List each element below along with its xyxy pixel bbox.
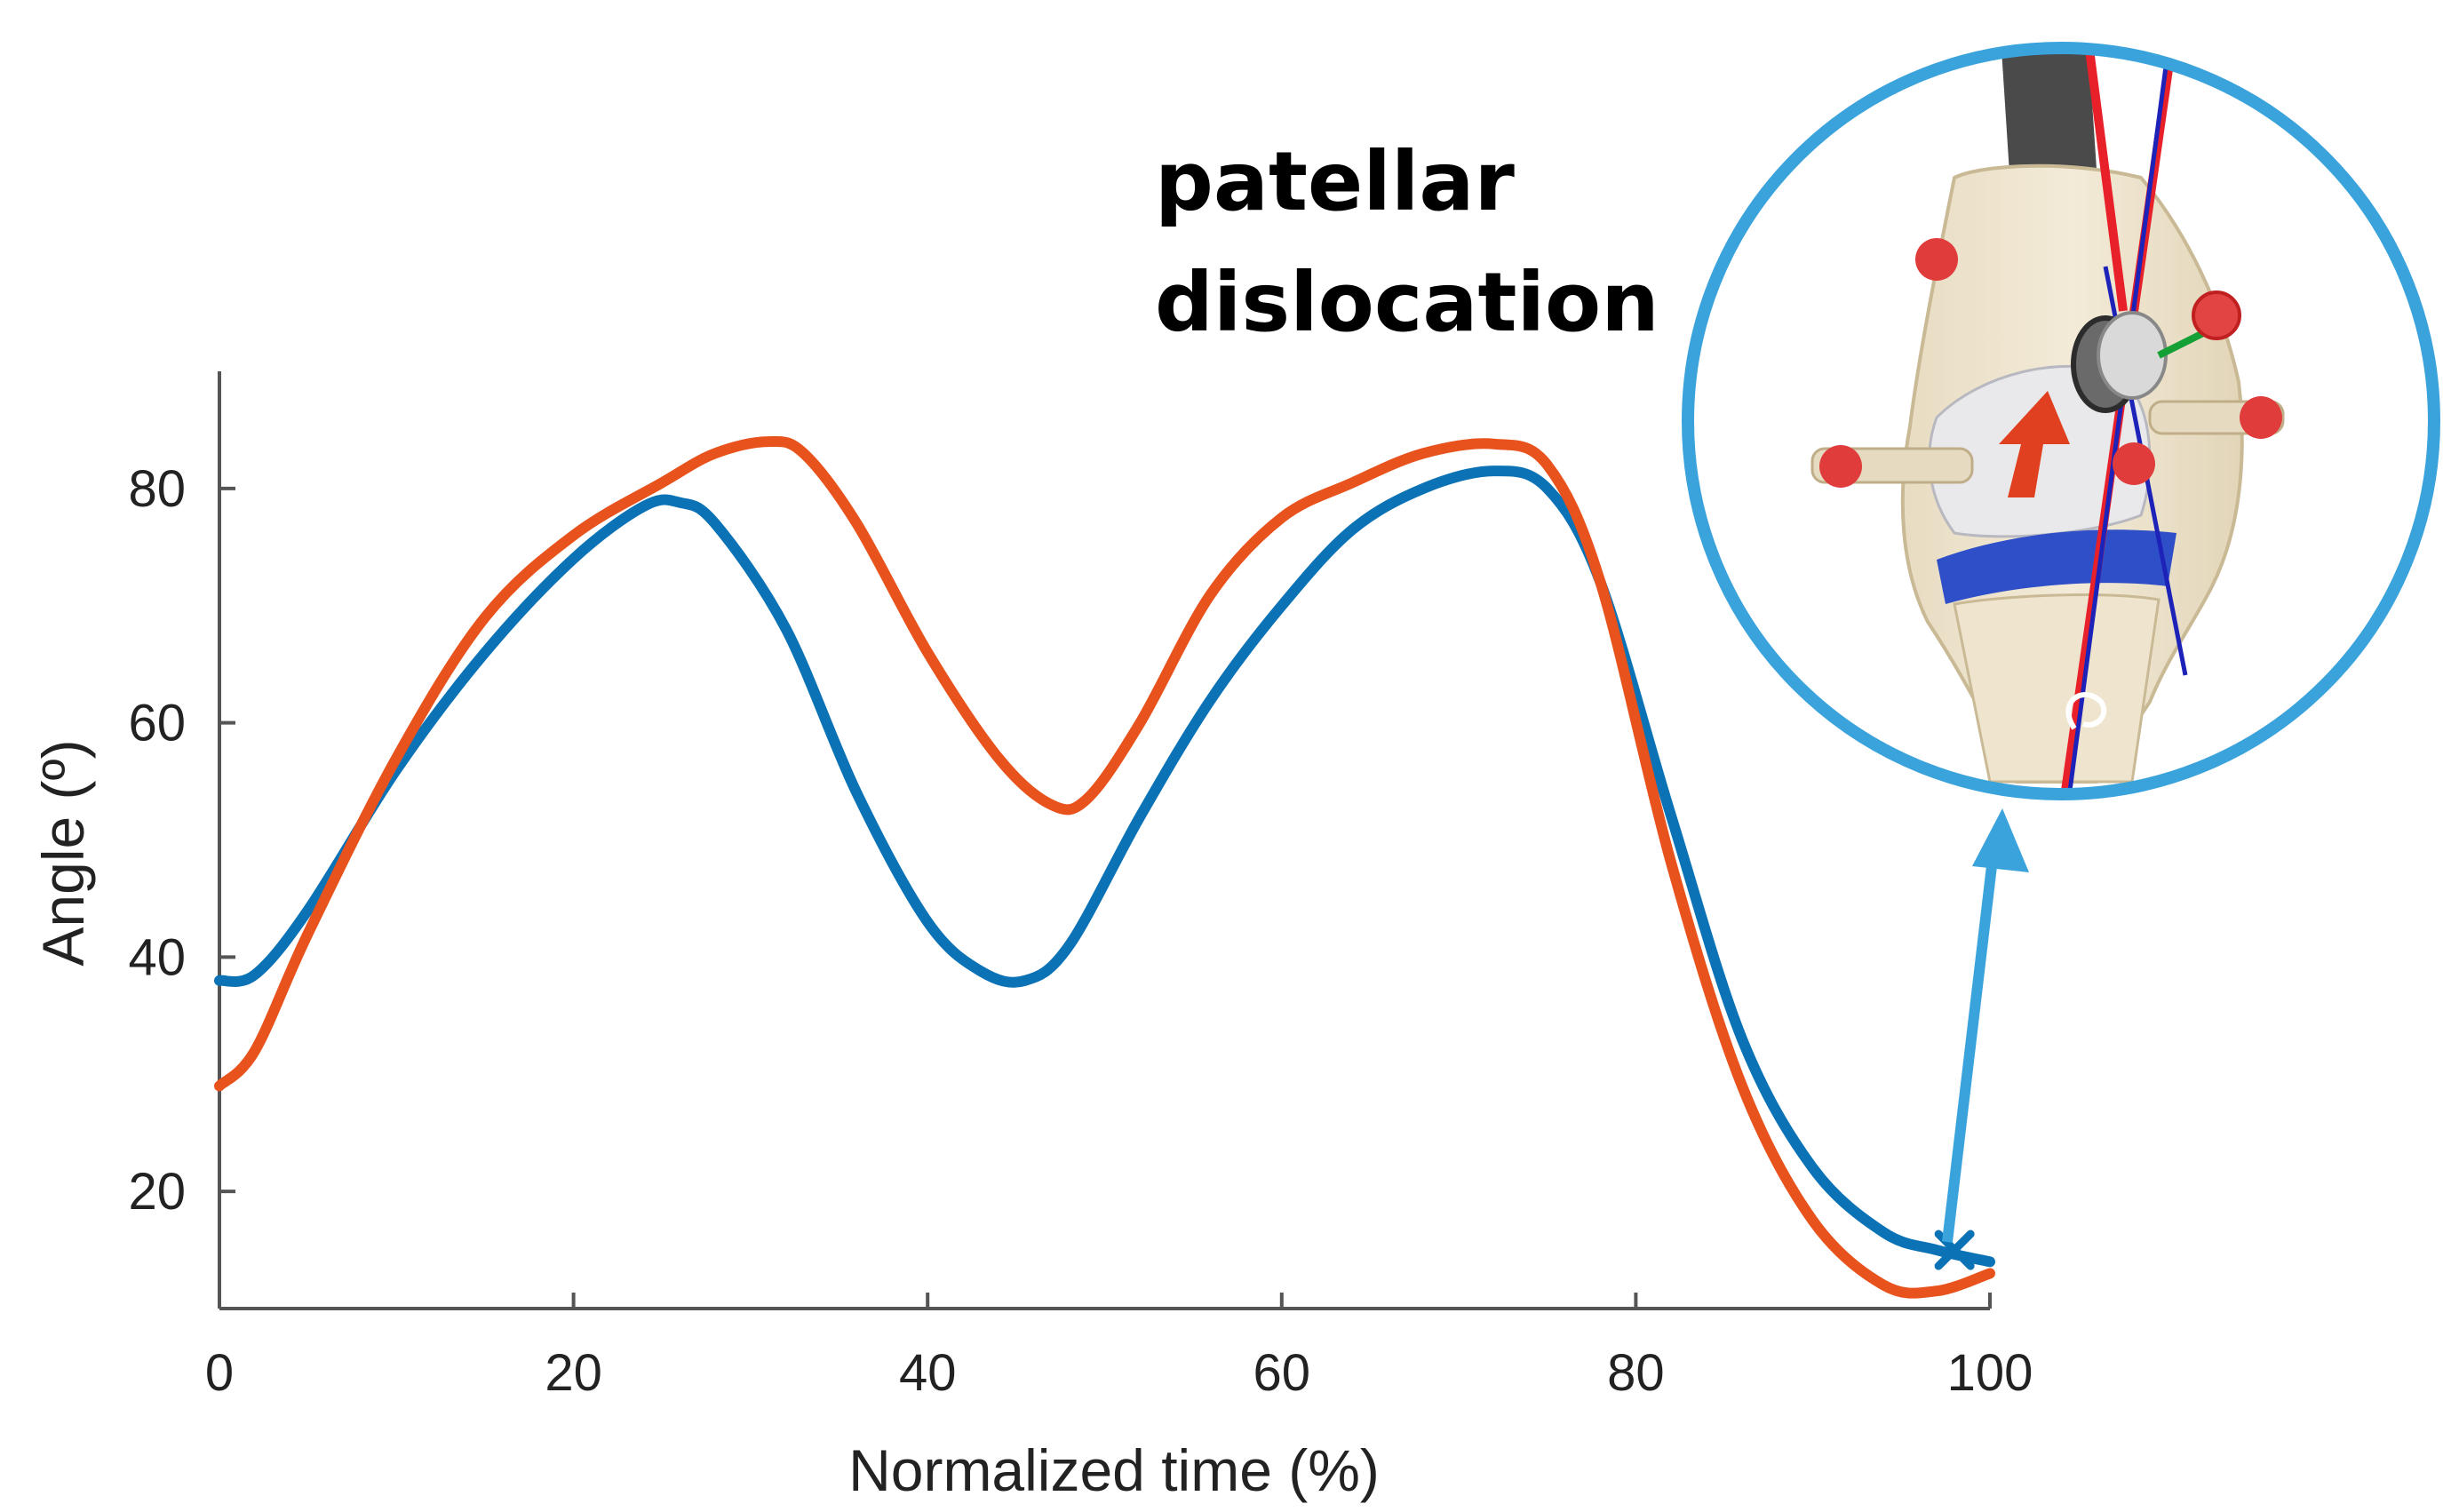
y-tick-label: 40 <box>128 928 186 986</box>
axes: 0 20 40 60 80 100 20 40 60 80 <box>128 371 2033 1402</box>
knee-model-inset <box>1682 42 2440 800</box>
y-tick-label: 60 <box>128 695 186 752</box>
annotation-dislocation: dislocation <box>1155 255 1659 350</box>
x-tick-label: 20 <box>545 1344 602 1402</box>
series-line-orange <box>214 435 1995 1299</box>
x-tick-label: 80 <box>1607 1344 1665 1402</box>
annotation-patellar: patellar <box>1155 134 1515 229</box>
x-tick-label: 60 <box>1253 1344 1311 1402</box>
series-line-blue <box>214 466 1995 1268</box>
x-tick-label: 40 <box>899 1344 957 1402</box>
x-ticks: 0 20 40 60 80 100 <box>205 1293 2033 1402</box>
x-axis-title: Normalized time (%) <box>848 1437 1380 1503</box>
x-tick-label: 100 <box>1947 1344 2033 1402</box>
y-axis-title: Angle (º) <box>30 739 96 966</box>
y-ticks: 20 40 60 80 <box>128 460 235 1221</box>
y-tick-label: 20 <box>128 1163 186 1221</box>
series-layer <box>214 435 1995 1299</box>
x-tick-label: 0 <box>205 1344 234 1402</box>
y-tick-label: 80 <box>128 460 186 518</box>
pointer-arrow <box>1942 808 2029 1243</box>
